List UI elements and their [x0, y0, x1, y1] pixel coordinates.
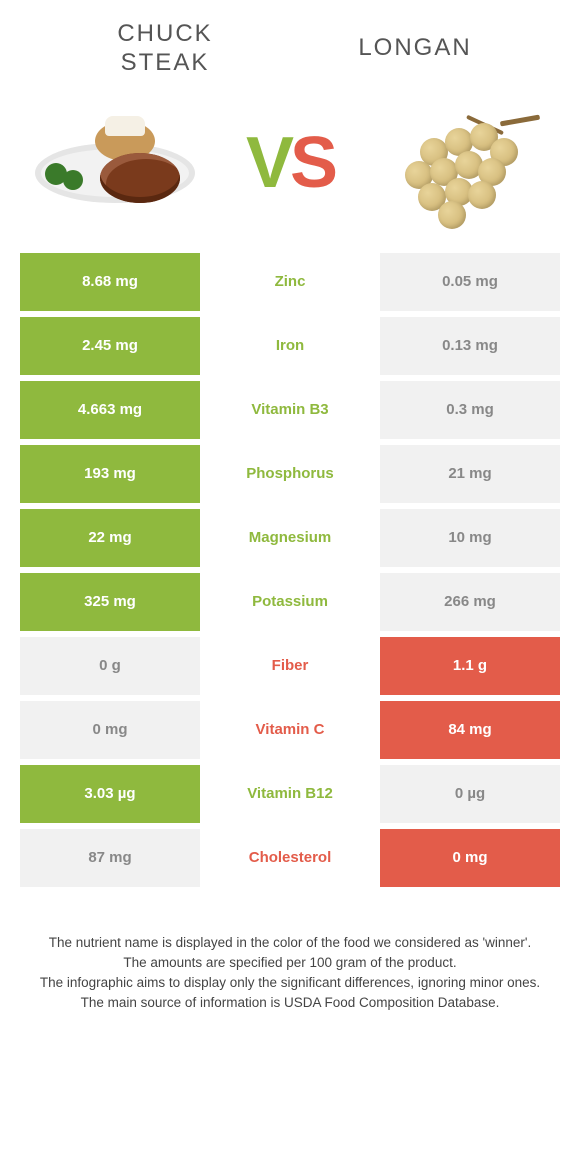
vs-label: VS — [246, 122, 334, 204]
left-value: 3.03 µg — [20, 765, 200, 823]
left-value: 2.45 mg — [20, 317, 200, 375]
steak-illustration — [35, 113, 195, 213]
table-row: 4.663 mgVitamin B30.3 mg — [20, 381, 560, 439]
vs-v: V — [246, 123, 290, 203]
left-value: 325 mg — [20, 573, 200, 631]
table-row: 3.03 µgVitamin B120 µg — [20, 765, 560, 823]
right-value: 0.05 mg — [380, 253, 560, 311]
header: CHUCK STEAK LONGAN — [0, 0, 580, 88]
right-value: 0.3 mg — [380, 381, 560, 439]
table-row: 87 mgCholesterol0 mg — [20, 829, 560, 887]
left-value: 4.663 mg — [20, 381, 200, 439]
table-row: 325 mgPotassium266 mg — [20, 573, 560, 631]
left-food-title: CHUCK STEAK — [40, 20, 290, 78]
footer-line-4: The main source of information is USDA F… — [30, 993, 550, 1013]
right-food-title: LONGAN — [290, 20, 540, 63]
table-row: 193 mgPhosphorus21 mg — [20, 445, 560, 503]
right-value: 1.1 g — [380, 637, 560, 695]
nutrient-name: Zinc — [200, 253, 380, 311]
table-row: 0 mgVitamin C84 mg — [20, 701, 560, 759]
images-row: VS — [0, 88, 580, 253]
right-value: 10 mg — [380, 509, 560, 567]
nutrient-name: Fiber — [200, 637, 380, 695]
nutrient-table: 8.68 mgZinc0.05 mg 2.45 mgIron0.13 mg 4.66… — [0, 253, 580, 887]
table-row: 0 gFiber1.1 g — [20, 637, 560, 695]
vs-s: S — [290, 123, 334, 203]
right-value: 0.13 mg — [380, 317, 560, 375]
left-value: 0 g — [20, 637, 200, 695]
left-value: 87 mg — [20, 829, 200, 887]
footer-line-3: The infographic aims to display only the… — [30, 973, 550, 993]
left-value: 0 mg — [20, 701, 200, 759]
longan-illustration — [390, 103, 540, 223]
footer-notes: The nutrient name is displayed in the co… — [0, 893, 580, 1014]
right-value: 0 µg — [380, 765, 560, 823]
nutrient-name: Vitamin B12 — [200, 765, 380, 823]
left-value: 8.68 mg — [20, 253, 200, 311]
left-food-image — [30, 98, 200, 228]
right-food-image — [380, 98, 550, 228]
table-row: 8.68 mgZinc0.05 mg — [20, 253, 560, 311]
right-value: 0 mg — [380, 829, 560, 887]
right-value: 21 mg — [380, 445, 560, 503]
left-value: 22 mg — [20, 509, 200, 567]
nutrient-name: Vitamin B3 — [200, 381, 380, 439]
nutrient-name: Vitamin C — [200, 701, 380, 759]
right-value: 84 mg — [380, 701, 560, 759]
nutrient-name: Potassium — [200, 573, 380, 631]
footer-line-2: The amounts are specified per 100 gram o… — [30, 953, 550, 973]
table-row: 2.45 mgIron0.13 mg — [20, 317, 560, 375]
nutrient-name: Phosphorus — [200, 445, 380, 503]
table-row: 22 mgMagnesium10 mg — [20, 509, 560, 567]
right-value: 266 mg — [380, 573, 560, 631]
nutrient-name: Iron — [200, 317, 380, 375]
nutrient-name: Magnesium — [200, 509, 380, 567]
nutrient-name: Cholesterol — [200, 829, 380, 887]
left-value: 193 mg — [20, 445, 200, 503]
footer-line-1: The nutrient name is displayed in the co… — [30, 933, 550, 953]
